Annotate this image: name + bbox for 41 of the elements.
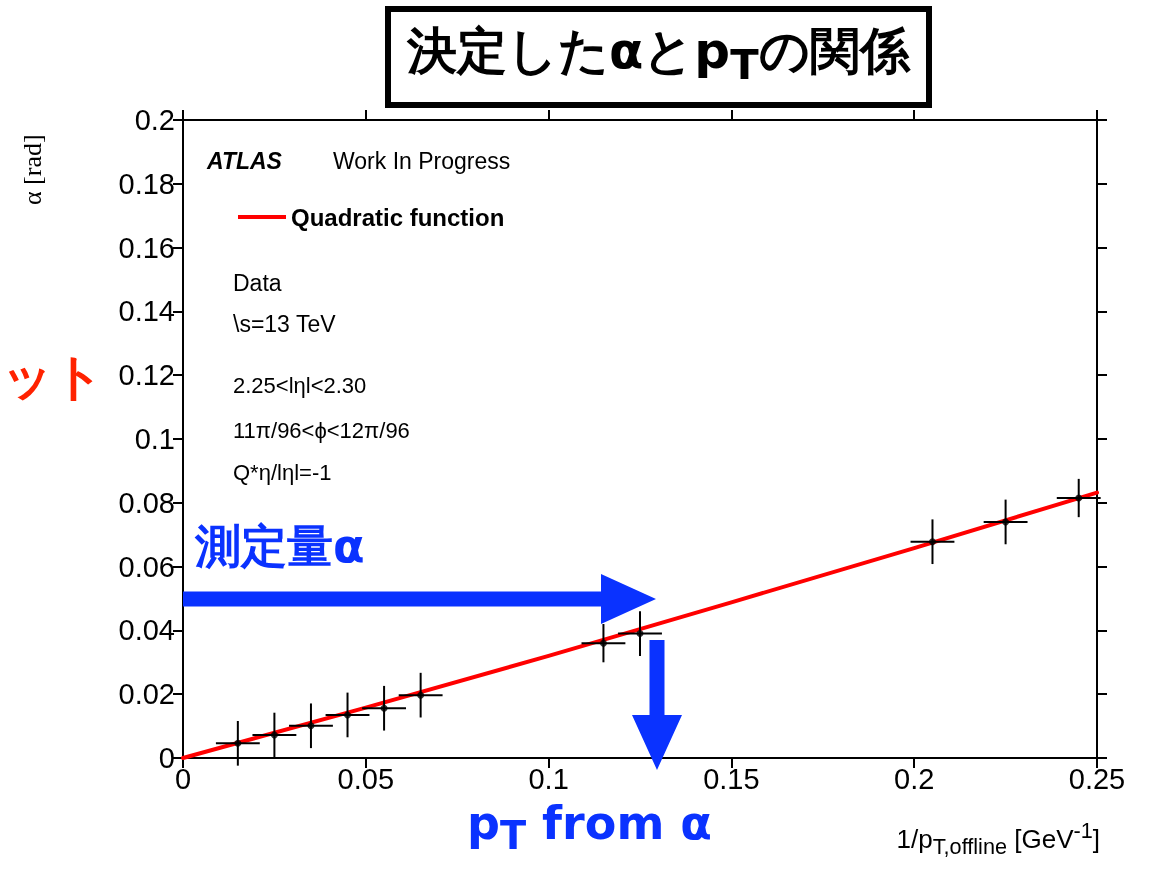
point — [636, 630, 644, 638]
annotation: Q*η/lηl=-1 — [233, 460, 332, 485]
point — [380, 704, 388, 712]
point — [417, 691, 425, 699]
y-axis-title: α [rad] — [18, 134, 47, 205]
y-tick-label: 0.04 — [118, 614, 175, 647]
point — [344, 711, 352, 719]
point — [1002, 518, 1010, 526]
y-tick-label: 0.02 — [118, 678, 175, 711]
legend-label: Quadratic function — [291, 203, 505, 231]
y-tick-label: 0.12 — [118, 359, 175, 392]
point — [234, 739, 242, 747]
x-axis-title: 1/p$_{T,offline}$ [GeV$^{-1}$] — [896, 818, 1100, 859]
annotation: 測定量α — [195, 519, 365, 573]
y-tick-label: 0 — [158, 742, 175, 774]
point — [928, 538, 936, 546]
x-tick-label: 0.15 — [703, 762, 760, 795]
annotation: ATLAS — [207, 148, 282, 174]
point — [1075, 494, 1083, 502]
x-tick-label: 0.25 — [1068, 762, 1126, 795]
x-tick-label: 0.1 — [528, 762, 569, 795]
annotation: 11π/96<ϕ<12π/96 — [233, 418, 410, 443]
annotation: \s=13 TeV — [233, 311, 336, 337]
point — [599, 639, 607, 647]
annotation: 2.25<lηl<2.30 — [233, 373, 367, 398]
y-tick-label: 0.06 — [118, 550, 175, 583]
y-tick-label: 0.08 — [118, 486, 175, 519]
y-tick-label: 0.2 — [134, 104, 175, 136]
point — [270, 731, 278, 739]
y-tick-label: 0.1 — [134, 423, 175, 455]
text: ット — [2, 348, 104, 406]
x-tick-label: 0.05 — [337, 762, 395, 795]
x-tick-label: 0.2 — [894, 762, 935, 795]
annotation: Work In Progress — [333, 148, 511, 174]
point — [307, 722, 315, 730]
y-tick-label: 0.16 — [118, 231, 175, 264]
text: p$_{T}$ from α — [467, 796, 712, 859]
annotation: Data — [233, 270, 282, 296]
chart-title: 決定したαとp$_{T}$の関係 — [385, 6, 932, 108]
y-tick-label: 0.18 — [118, 167, 175, 200]
y-tick-label: 0.14 — [118, 295, 175, 328]
